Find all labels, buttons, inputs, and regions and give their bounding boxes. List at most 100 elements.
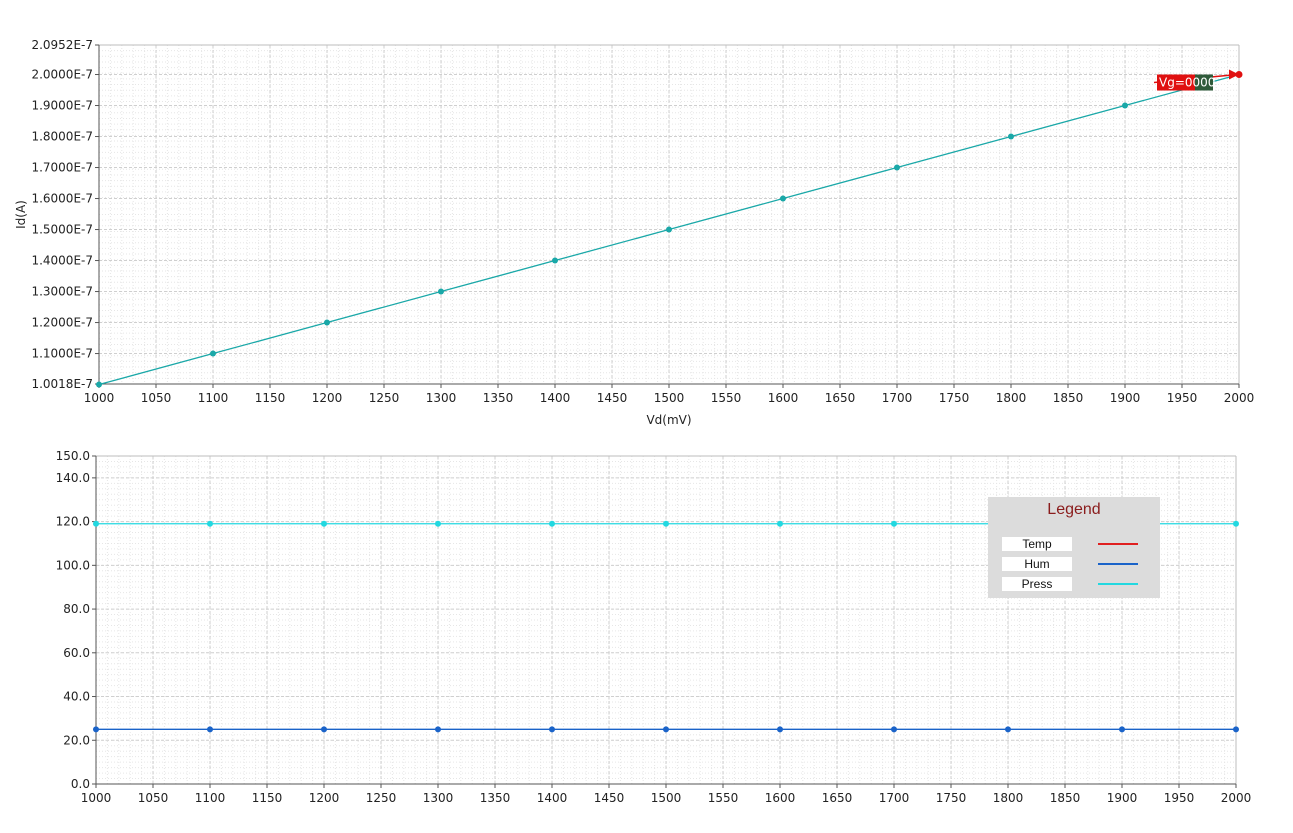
data-point (891, 520, 897, 527)
x-tick-label: 1600 (765, 791, 796, 805)
x-tick-label: 1100 (195, 791, 226, 805)
x-tick-label: 1150 (252, 791, 283, 805)
x-tick-label: 1950 (1164, 791, 1195, 805)
y-tick-label: 1.4000E-7 (31, 254, 93, 268)
data-point (666, 226, 672, 233)
legend-label: Hum (1024, 557, 1049, 571)
data-point (663, 520, 669, 527)
legend-item-press[interactable]: Press (1002, 577, 1138, 591)
y-tick-label: 1.3000E-7 (31, 285, 93, 299)
y-tick-label: 1.2000E-7 (31, 316, 93, 330)
x-tick-label: 1500 (654, 391, 685, 405)
x-tick-label: 1100 (198, 391, 229, 405)
data-point (438, 288, 444, 295)
y-tick-label: 1.6000E-7 (31, 192, 93, 206)
data-point (435, 726, 441, 733)
x-tick-label: 1300 (423, 791, 454, 805)
id-vd-chart: 1000 1050 1100 1150 1200 1250 1300 1350 1400 1450… (14, 38, 1254, 427)
y-tick-label: 80.0 (63, 602, 90, 616)
data-point (210, 350, 216, 357)
vg-cursor-marker[interactable]: Vg=0000 (1153, 69, 1243, 91)
data-point (1122, 102, 1128, 109)
data-point (777, 726, 783, 733)
data-point (663, 726, 669, 733)
x-tick-label: 1000 (84, 391, 115, 405)
marker-label: Vg=0000 (1159, 76, 1215, 90)
y-tick-label: 2.0952E-7 (31, 38, 93, 52)
x-tick-label: 1700 (882, 391, 913, 405)
marker-point (1235, 71, 1243, 79)
y-tick-label: 140.0 (56, 471, 90, 485)
y-tick-label: 20.0 (63, 733, 90, 747)
x-tick-label: 1200 (312, 391, 343, 405)
y-tick-label: 1.8000E-7 (31, 130, 93, 144)
x-tick-label: 1750 (939, 391, 970, 405)
data-point (93, 726, 99, 733)
y-tick-label: 1.0018E-7 (31, 377, 93, 391)
x-tick-label: 1300 (426, 391, 457, 405)
x-tick-label: 1050 (138, 791, 169, 805)
series-hum (93, 726, 1239, 733)
data-point (1008, 133, 1014, 140)
data-point (777, 520, 783, 527)
x-tick-label: 1250 (366, 791, 397, 805)
legend-label-box (1002, 557, 1072, 571)
x-tick-label: 1450 (594, 791, 625, 805)
legend-title: Legend (1047, 501, 1100, 518)
sensor-chart: 1000 1050 1100 1150 1200 1250 1300 1350 1400 1450… (56, 449, 1252, 805)
data-point (891, 726, 897, 733)
x-tick-label: 1800 (993, 791, 1024, 805)
marker-label-bg-dark (1195, 74, 1213, 91)
data-point (321, 726, 327, 733)
marker-arrowhead (1229, 69, 1239, 80)
data-point (93, 520, 99, 527)
grid (98, 44, 1240, 385)
y-tick-label: 2.0000E-7 (31, 68, 93, 82)
x-tick-label: 1450 (597, 391, 628, 405)
x-tick-label: 1550 (711, 391, 742, 405)
x-tick-label: 1650 (822, 791, 853, 805)
y-tick-label: 60.0 (63, 646, 90, 660)
x-tick-label: 1150 (255, 391, 286, 405)
x-tick-label: 1950 (1167, 391, 1198, 405)
data-point (321, 520, 327, 527)
x-axis-title: Vd(mV) (646, 413, 691, 427)
x-tick-label: 1350 (480, 791, 511, 805)
series-0 (96, 71, 1242, 388)
x-tick-label: 1850 (1050, 791, 1081, 805)
data-point (549, 726, 555, 733)
x-tick-label: 1600 (768, 391, 799, 405)
y-tick-label: 0.0 (71, 777, 90, 791)
legend-item-hum[interactable]: Hum (1002, 557, 1138, 571)
data-point (96, 381, 102, 388)
x-tick-label: 1350 (483, 391, 514, 405)
data-point (1005, 726, 1011, 733)
data-point (1233, 520, 1239, 527)
data-point (207, 520, 213, 527)
legend-label-box (1002, 537, 1072, 551)
legend-item-temp[interactable]: Temp (1002, 537, 1138, 551)
legend-label-box (1002, 577, 1072, 591)
x-tick-label: 2000 (1224, 391, 1255, 405)
data-point (207, 726, 213, 733)
data-point (1119, 726, 1125, 733)
x-tick-label: 1500 (651, 791, 682, 805)
y-tick-label: 1.5000E-7 (31, 223, 93, 237)
legend: Legend Temp Hum Press (988, 497, 1160, 598)
data-point (780, 195, 786, 202)
x-tick-label: 1250 (369, 391, 400, 405)
data-point (894, 164, 900, 171)
x-tick-label: 1900 (1107, 791, 1138, 805)
x-tick-label: 1050 (141, 391, 172, 405)
x-tick-label: 1550 (708, 791, 739, 805)
y-tick-label: 40.0 (63, 690, 90, 704)
x-tick-label: 1700 (879, 791, 910, 805)
x-tick-label: 1900 (1110, 391, 1141, 405)
y-axis-title: Id(A) (14, 200, 28, 229)
y-tick-label: 120.0 (56, 515, 90, 529)
y-tick-label: 1.1000E-7 (31, 347, 93, 361)
data-point (1233, 726, 1239, 733)
data-point (435, 520, 441, 527)
x-tick-label: 1800 (996, 391, 1027, 405)
